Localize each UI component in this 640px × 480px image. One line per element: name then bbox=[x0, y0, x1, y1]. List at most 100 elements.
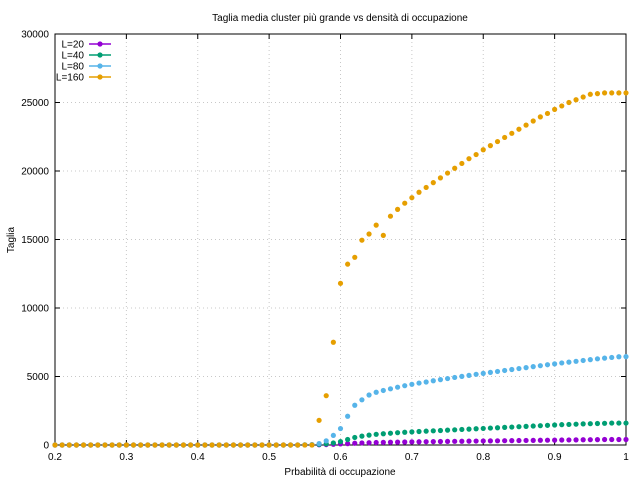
x-tick-label: 0.2 bbox=[48, 452, 62, 463]
data-point bbox=[195, 442, 201, 448]
data-point bbox=[366, 440, 372, 446]
data-point bbox=[487, 425, 493, 431]
chart-title: Taglia media cluster più grande vs densi… bbox=[212, 13, 468, 24]
data-point bbox=[159, 442, 165, 448]
data-point bbox=[252, 442, 258, 448]
data-point bbox=[559, 422, 565, 428]
data-point bbox=[466, 426, 472, 432]
data-point bbox=[487, 438, 493, 444]
data-point bbox=[502, 367, 508, 374]
y-tick-label: 20000 bbox=[21, 167, 49, 178]
data-point bbox=[494, 425, 501, 431]
data-point bbox=[552, 361, 558, 367]
data-point bbox=[102, 442, 108, 448]
data-point bbox=[273, 442, 279, 448]
data-point bbox=[138, 442, 144, 448]
data-point bbox=[559, 360, 565, 366]
data-point bbox=[523, 365, 529, 371]
data-point bbox=[373, 222, 379, 228]
data-point bbox=[444, 427, 451, 433]
data-point bbox=[516, 126, 522, 132]
data-point bbox=[345, 436, 351, 443]
data-point bbox=[416, 380, 422, 386]
data-point bbox=[330, 440, 336, 446]
data-point bbox=[237, 442, 244, 448]
data-point bbox=[530, 423, 536, 429]
data-point bbox=[280, 442, 286, 448]
y-tick-label: 10000 bbox=[21, 304, 49, 315]
legend-marker bbox=[97, 52, 103, 58]
x-tick-label: 0.3 bbox=[119, 452, 133, 463]
data-point bbox=[209, 442, 215, 448]
x-tick-label: 0.4 bbox=[191, 452, 205, 463]
data-point bbox=[509, 424, 515, 430]
data-point bbox=[366, 392, 372, 398]
data-point bbox=[437, 377, 444, 383]
data-point bbox=[430, 180, 436, 186]
data-point bbox=[152, 442, 158, 448]
data-point bbox=[80, 442, 87, 448]
data-point bbox=[437, 175, 444, 181]
data-point bbox=[459, 373, 465, 379]
data-point bbox=[587, 357, 593, 363]
data-point bbox=[594, 91, 601, 97]
data-point bbox=[573, 97, 579, 103]
data-point bbox=[566, 99, 572, 106]
data-point bbox=[287, 442, 294, 448]
data-point bbox=[409, 381, 415, 387]
data-point bbox=[380, 439, 386, 445]
data-point bbox=[395, 439, 401, 445]
data-point bbox=[345, 441, 351, 447]
data-point bbox=[552, 106, 558, 112]
data-point bbox=[330, 339, 336, 345]
data-point bbox=[402, 200, 408, 206]
data-point bbox=[616, 436, 622, 443]
data-point bbox=[402, 429, 408, 435]
data-point bbox=[423, 428, 429, 434]
grid bbox=[55, 34, 626, 445]
data-point bbox=[609, 354, 615, 361]
data-point bbox=[359, 397, 365, 403]
data-point bbox=[337, 438, 344, 445]
data-point bbox=[145, 442, 151, 448]
data-point bbox=[416, 439, 422, 445]
data-point bbox=[573, 437, 579, 443]
data-point bbox=[573, 358, 579, 364]
data-point bbox=[509, 130, 515, 136]
data-point bbox=[594, 437, 601, 443]
data-point bbox=[516, 437, 522, 444]
data-point bbox=[352, 254, 358, 260]
data-point bbox=[423, 379, 429, 385]
data-point bbox=[480, 425, 486, 432]
data-point bbox=[387, 386, 394, 392]
data-point bbox=[359, 237, 365, 243]
data-point bbox=[437, 427, 444, 434]
data-point bbox=[380, 431, 386, 437]
data-point bbox=[402, 383, 408, 389]
data-point bbox=[494, 438, 501, 444]
data-point bbox=[352, 402, 358, 408]
data-point bbox=[302, 442, 308, 448]
data-point bbox=[616, 420, 622, 426]
data-point bbox=[395, 384, 401, 390]
data-point bbox=[616, 90, 622, 96]
data-point bbox=[509, 366, 515, 373]
data-point bbox=[295, 442, 301, 448]
y-axis-title: Taglia bbox=[6, 227, 17, 254]
x-tick-label: 0.7 bbox=[405, 452, 419, 463]
data-point bbox=[566, 421, 572, 428]
data-point bbox=[480, 438, 486, 444]
y-tick-label: 25000 bbox=[21, 98, 49, 109]
data-point bbox=[537, 437, 543, 443]
data-point bbox=[609, 436, 615, 443]
data-point bbox=[359, 440, 365, 446]
data-point bbox=[609, 420, 615, 426]
data-point bbox=[523, 437, 529, 444]
data-point bbox=[230, 442, 237, 448]
plot-frame bbox=[54, 33, 627, 446]
data-point bbox=[337, 425, 344, 432]
data-point bbox=[437, 438, 444, 445]
y-tick-label: 5000 bbox=[27, 372, 50, 383]
data-point bbox=[166, 442, 172, 448]
data-point bbox=[130, 442, 137, 448]
